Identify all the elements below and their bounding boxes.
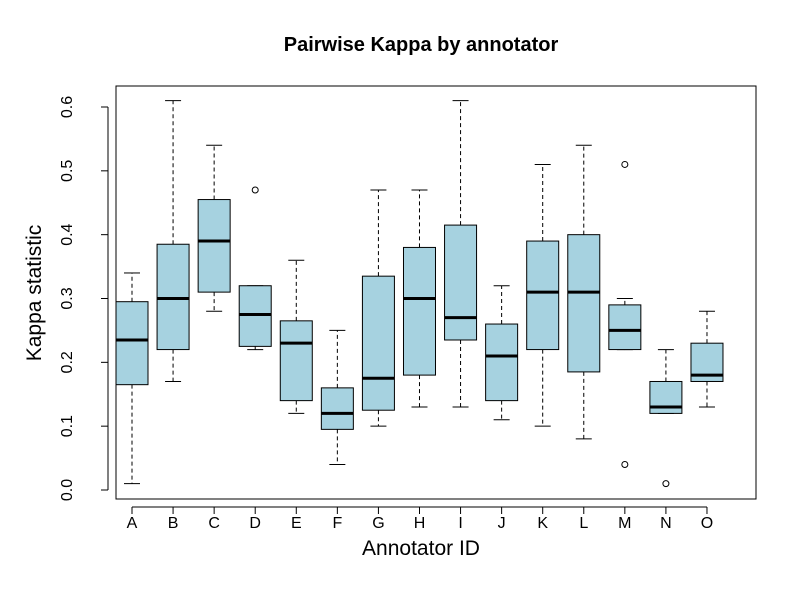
box-I bbox=[444, 100, 478, 408]
x-axis-label: Annotator ID bbox=[362, 537, 480, 560]
iqr-box bbox=[238, 285, 272, 347]
box-H bbox=[402, 189, 436, 408]
x-tick-label: H bbox=[414, 515, 426, 532]
iqr-box bbox=[156, 243, 190, 351]
iqr-box bbox=[320, 387, 354, 430]
x-tick-label: J bbox=[498, 515, 506, 532]
iqr-box bbox=[649, 380, 683, 414]
iqr-box bbox=[526, 240, 560, 351]
x-axis: A B C D E F G H I J K L M N O bbox=[127, 506, 713, 532]
y-tick-label: 0.4 bbox=[59, 223, 76, 245]
chart-title: Pairwise Kappa by annotator bbox=[284, 34, 559, 56]
y-tick-label: 0.0 bbox=[59, 479, 76, 501]
box-E bbox=[279, 259, 313, 414]
x-tick-label: I bbox=[458, 515, 462, 532]
y-tick-label: 0.6 bbox=[59, 96, 76, 118]
outlier-point bbox=[621, 460, 629, 468]
box-O bbox=[690, 310, 724, 408]
iqr-box bbox=[279, 320, 313, 402]
iqr-box bbox=[444, 224, 478, 341]
box-L bbox=[567, 144, 601, 440]
x-tick-label: A bbox=[127, 515, 138, 532]
boxes bbox=[115, 100, 724, 488]
x-tick-label: O bbox=[701, 515, 713, 532]
y-tick-label: 0.2 bbox=[59, 351, 76, 373]
x-tick-label: E bbox=[291, 515, 302, 532]
x-tick-label: N bbox=[660, 515, 672, 532]
outlier-point bbox=[662, 480, 670, 488]
iqr-box bbox=[115, 301, 149, 386]
box-F bbox=[320, 329, 354, 465]
box-K bbox=[526, 163, 560, 427]
x-tick-label: G bbox=[372, 515, 384, 532]
x-tick-label: D bbox=[249, 515, 261, 532]
box-G bbox=[361, 189, 395, 427]
box-M bbox=[608, 160, 642, 468]
iqr-box bbox=[485, 323, 519, 402]
box-B bbox=[156, 100, 190, 382]
iqr-box bbox=[197, 199, 231, 293]
y-axis: 0.0 0.1 0.2 0.3 0.4 0.5 0.6 bbox=[59, 96, 109, 501]
iqr-box bbox=[567, 234, 601, 373]
iqr-box bbox=[608, 304, 642, 351]
box-J bbox=[485, 285, 519, 421]
y-axis-label: Kappa statistic bbox=[23, 225, 46, 362]
plot-frame bbox=[115, 85, 757, 500]
x-tick-label: C bbox=[208, 515, 220, 532]
x-tick-label: K bbox=[537, 515, 548, 532]
outlier-point bbox=[251, 186, 259, 194]
y-tick-label: 0.5 bbox=[59, 160, 76, 182]
box-A bbox=[115, 272, 149, 485]
x-tick-label: M bbox=[618, 515, 631, 532]
x-tick-label: L bbox=[579, 515, 588, 532]
box-N bbox=[649, 349, 683, 488]
box-C bbox=[197, 144, 231, 312]
plot-area bbox=[115, 85, 757, 500]
x-tick-label: B bbox=[168, 515, 179, 532]
y-tick-label: 0.3 bbox=[59, 287, 76, 309]
outlier-point bbox=[621, 160, 629, 168]
iqr-box bbox=[361, 275, 395, 411]
iqr-box bbox=[402, 246, 436, 376]
box-D bbox=[238, 186, 272, 351]
x-tick-label: F bbox=[332, 515, 342, 532]
y-tick-label: 0.1 bbox=[59, 415, 76, 437]
